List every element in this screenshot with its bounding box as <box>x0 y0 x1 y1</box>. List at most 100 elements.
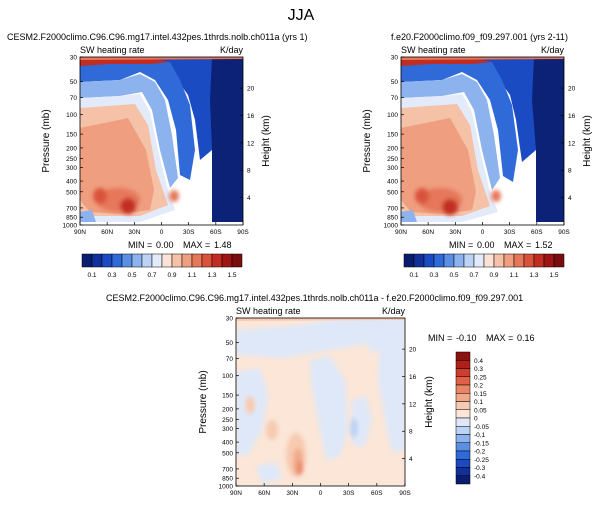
colorbar-box <box>455 467 471 476</box>
shading-region <box>236 318 405 358</box>
y-tick-label: 150 <box>222 393 233 400</box>
shading-region <box>80 58 170 66</box>
colorbar-label: 0.7 <box>147 272 156 279</box>
shading-region <box>408 136 444 164</box>
colorbar-box <box>111 253 123 268</box>
x-tick-label: 90S <box>237 229 249 236</box>
panel-diff-units: K/day <box>382 306 406 316</box>
colorbar-box <box>455 376 471 386</box>
colorbar-label: -0.25 <box>474 457 489 464</box>
y-tick-label: 1000 <box>63 223 78 230</box>
x-tick-label: 30S <box>183 229 195 236</box>
y-tick-label: 200 <box>387 145 398 152</box>
y-tick-label: 500 <box>222 450 233 457</box>
panel-right-colorbar: 0.1 0.3 0.5 0.7 0.9 1.1 1.3 1.5 <box>403 253 565 279</box>
y-right-tick-label: 20 <box>568 86 576 93</box>
y-right-tick-label: 12 <box>409 401 417 408</box>
figure-title: JJA <box>288 7 315 24</box>
colorbar-label: 1.1 <box>509 272 518 279</box>
x-tick-label: 60S <box>210 229 222 236</box>
y-right-tick-label: 16 <box>247 113 255 120</box>
colorbar-label: 0.7 <box>469 272 478 279</box>
colorbar-box <box>455 351 471 361</box>
colorbar-label: 1.5 <box>549 272 558 279</box>
shading-region <box>350 418 358 438</box>
panel-right-subtitle: SW heating rate <box>401 45 466 55</box>
x-tick-label: 30S <box>504 229 516 236</box>
y-tick-label: 70 <box>226 356 234 363</box>
colorbar-box <box>455 450 471 460</box>
shading-region <box>87 136 123 164</box>
shading-region <box>93 188 107 204</box>
panel-diff-max-label: MAX = <box>486 333 513 343</box>
colorbar-box <box>131 253 143 268</box>
shading-region <box>365 330 392 352</box>
shading-region <box>80 57 212 160</box>
y-tick-label: 400 <box>222 440 233 447</box>
y-tick-label: 500 <box>66 189 77 196</box>
colorbar-box <box>455 409 471 419</box>
y-tick-label: 250 <box>66 156 77 163</box>
y-right-tick-label: 20 <box>409 347 417 354</box>
y-tick-label: 100 <box>222 373 233 380</box>
x-tick-label: 90S <box>558 229 570 236</box>
colorbar-box <box>483 253 495 268</box>
colorbar-box <box>455 426 471 435</box>
panel-left-min-label: MIN = <box>128 240 152 250</box>
colorbar-box <box>455 368 471 377</box>
panel-left-min-value: 0.00 <box>156 240 174 250</box>
panel-left-max-label: MAX = <box>183 240 210 250</box>
y-tick-label: 150 <box>387 132 398 139</box>
x-tick-label: 0 <box>160 229 164 236</box>
y-tick-label: 500 <box>387 189 398 196</box>
shading-region <box>401 58 492 66</box>
colorbar-box <box>413 253 425 268</box>
x-tick-label: 0 <box>319 490 323 497</box>
shading-region <box>401 57 564 60</box>
colorbar-label: 0.5 <box>127 272 136 279</box>
panel-diff-field <box>236 318 405 486</box>
panel-diff-ylabel-right: Height (km) <box>424 376 435 428</box>
y-right-tick-label: 8 <box>568 168 572 175</box>
x-tick-label: 60S <box>531 229 543 236</box>
y-tick-label: 300 <box>387 165 398 172</box>
y-right-tick-label: 20 <box>247 86 255 93</box>
y-tick-label: 850 <box>66 215 77 222</box>
y-tick-label: 700 <box>222 466 233 473</box>
y-right-tick-label: 12 <box>247 140 255 147</box>
panel-right-min-label: MIN = <box>449 240 473 250</box>
shading-region <box>491 190 501 202</box>
x-tick-label: 90N <box>395 229 407 236</box>
y-tick-label: 700 <box>66 205 77 212</box>
colorbar-label: 0.9 <box>167 272 176 279</box>
y-right-tick-label: 4 <box>247 195 251 202</box>
y-tick-label: 250 <box>387 156 398 163</box>
colorbar-box <box>221 253 233 268</box>
panel-left-units: K/day <box>220 45 244 55</box>
y-tick-label: 1000 <box>384 223 399 230</box>
panel-right-max-label: MAX = <box>504 240 531 250</box>
colorbar-box <box>493 253 505 268</box>
y-right-tick-label: 16 <box>409 374 417 381</box>
y-tick-label: 400 <box>66 179 77 186</box>
colorbar-box <box>543 253 555 268</box>
shading-region <box>378 338 405 452</box>
shading-region <box>80 57 243 60</box>
colorbar-label: -0.4 <box>474 473 486 480</box>
x-tick-label: 60N <box>258 490 270 497</box>
panel-right-max-value: 1.52 <box>535 240 553 250</box>
y-tick-label: 70 <box>391 95 399 102</box>
shading-region <box>256 462 282 484</box>
shading-region <box>266 420 278 440</box>
panel-right-ylabel: Pressure (mb) <box>362 109 373 172</box>
shading-region <box>401 74 500 190</box>
shading-region <box>236 318 405 321</box>
colorbar-box <box>455 393 471 402</box>
panel-diff-subtitle: SW heating rate <box>236 306 301 316</box>
panel-left-subtitle: SW heating rate <box>80 45 145 55</box>
colorbar-label: 0.3 <box>474 366 483 373</box>
shading-region <box>169 190 179 202</box>
colorbar-label: 0.4 <box>474 358 483 365</box>
